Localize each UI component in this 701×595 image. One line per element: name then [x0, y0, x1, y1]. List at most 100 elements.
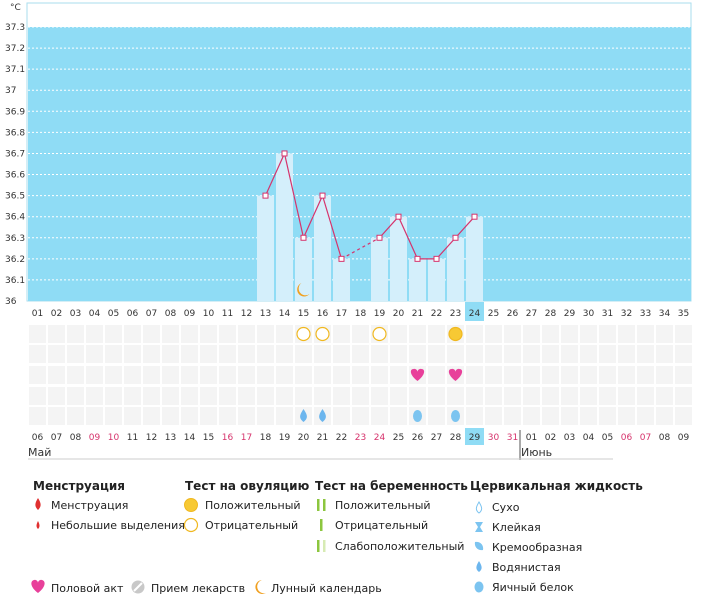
marker-cell[interactable] — [47, 344, 66, 364]
marker-cell[interactable] — [541, 344, 560, 364]
marker-cell[interactable] — [389, 365, 408, 385]
marker-cell[interactable] — [560, 406, 579, 426]
marker-cell[interactable] — [218, 406, 237, 426]
marker-cell[interactable] — [389, 406, 408, 426]
marker-cell[interactable] — [408, 324, 427, 344]
marker-cell[interactable] — [655, 386, 674, 406]
temperature-point[interactable] — [300, 234, 307, 241]
date-label[interactable]: 04 — [583, 433, 595, 443]
date-label[interactable]: 01 — [526, 433, 537, 443]
marker-cell[interactable] — [446, 344, 465, 364]
marker-cell[interactable] — [66, 344, 85, 364]
marker-cell[interactable] — [28, 386, 47, 406]
marker-cell[interactable] — [522, 365, 541, 385]
cycle-day-label[interactable]: 10 — [203, 309, 215, 319]
marker-cell[interactable] — [560, 344, 579, 364]
cycle-day-label[interactable]: 09 — [184, 309, 196, 319]
marker-cell[interactable] — [560, 386, 579, 406]
marker-cell[interactable] — [636, 344, 655, 364]
marker-cell[interactable] — [351, 365, 370, 385]
marker-cell[interactable] — [408, 386, 427, 406]
marker-cell[interactable] — [47, 324, 66, 344]
marker-cell[interactable] — [370, 386, 389, 406]
date-label[interactable]: 05 — [602, 433, 613, 443]
marker-cell[interactable] — [199, 406, 218, 426]
cycle-day-label[interactable]: 14 — [279, 309, 291, 319]
cycle-day-label[interactable]: 26 — [507, 309, 519, 319]
marker-cell[interactable] — [256, 386, 275, 406]
cycle-day-label[interactable]: 18 — [355, 309, 367, 319]
marker-cell[interactable] — [636, 406, 655, 426]
marker-cell[interactable] — [617, 365, 636, 385]
marker-cell[interactable] — [142, 365, 161, 385]
marker-cell[interactable] — [503, 324, 522, 344]
marker-cell[interactable] — [332, 324, 351, 344]
temperature-point[interactable] — [433, 255, 440, 262]
cycle-day-label[interactable]: 17 — [336, 309, 347, 319]
marker-cell[interactable] — [465, 406, 484, 426]
marker-cell[interactable] — [503, 365, 522, 385]
marker-cell[interactable] — [636, 386, 655, 406]
date-label-weekend[interactable]: 16 — [222, 433, 234, 443]
cycle-day-label[interactable]: 01 — [32, 309, 43, 319]
marker-cell[interactable] — [579, 406, 598, 426]
temperature-point[interactable] — [471, 213, 478, 220]
cycle-day-label[interactable]: 04 — [89, 309, 101, 319]
temperature-point[interactable] — [376, 234, 383, 241]
marker-cell[interactable] — [275, 386, 294, 406]
marker-cell[interactable] — [104, 386, 123, 406]
marker-cell[interactable] — [313, 344, 332, 364]
cycle-day-label[interactable]: 33 — [640, 309, 651, 319]
cycle-day-label[interactable]: 35 — [678, 309, 689, 319]
date-label[interactable]: 07 — [51, 433, 62, 443]
cycle-day-label[interactable]: 05 — [108, 309, 119, 319]
date-label[interactable]: 22 — [336, 433, 347, 443]
marker-cell[interactable] — [636, 324, 655, 344]
date-label-weekend[interactable]: 30 — [488, 433, 500, 443]
marker-cell[interactable] — [427, 324, 446, 344]
temperature-point[interactable] — [414, 255, 421, 262]
marker-cell[interactable] — [142, 344, 161, 364]
marker-cell[interactable] — [199, 386, 218, 406]
date-label[interactable]: 14 — [184, 433, 196, 443]
marker-cell[interactable] — [47, 386, 66, 406]
marker-cell[interactable] — [218, 386, 237, 406]
temperature-point[interactable] — [395, 213, 402, 220]
marker-cell[interactable] — [123, 386, 142, 406]
marker-cell[interactable] — [484, 344, 503, 364]
marker-cell[interactable] — [28, 365, 47, 385]
marker-cell[interactable] — [636, 365, 655, 385]
marker-cell[interactable] — [617, 386, 636, 406]
date-label-weekend[interactable]: 09 — [89, 433, 101, 443]
marker-cell[interactable] — [237, 386, 256, 406]
marker-cell[interactable] — [351, 324, 370, 344]
marker-cell[interactable] — [47, 365, 66, 385]
cycle-day-label[interactable]: 29 — [564, 309, 576, 319]
marker-cell[interactable] — [218, 344, 237, 364]
marker-cell[interactable] — [522, 406, 541, 426]
marker-cell[interactable] — [598, 365, 617, 385]
marker-cell[interactable] — [66, 365, 85, 385]
marker-cell[interactable] — [275, 406, 294, 426]
cycle-day-label[interactable]: 22 — [431, 309, 442, 319]
date-label[interactable]: 08 — [659, 433, 671, 443]
marker-cell[interactable] — [218, 324, 237, 344]
marker-cell[interactable] — [332, 406, 351, 426]
marker-cell[interactable] — [123, 324, 142, 344]
marker-cell[interactable] — [655, 324, 674, 344]
temperature-point[interactable] — [262, 192, 269, 199]
marker-cell[interactable] — [161, 386, 180, 406]
marker-cell[interactable] — [351, 386, 370, 406]
marker-cell[interactable] — [484, 324, 503, 344]
marker-cell[interactable] — [541, 365, 560, 385]
marker-cell[interactable] — [294, 365, 313, 385]
date-label-weekend[interactable]: 17 — [241, 433, 252, 443]
marker-cell[interactable] — [256, 344, 275, 364]
cycle-day-label[interactable]: 16 — [317, 309, 329, 319]
date-label[interactable]: 08 — [70, 433, 82, 443]
marker-cell[interactable] — [427, 344, 446, 364]
marker-cell[interactable] — [484, 365, 503, 385]
marker-cell[interactable] — [161, 365, 180, 385]
marker-cell[interactable] — [85, 324, 104, 344]
date-label[interactable]: 20 — [298, 433, 310, 443]
